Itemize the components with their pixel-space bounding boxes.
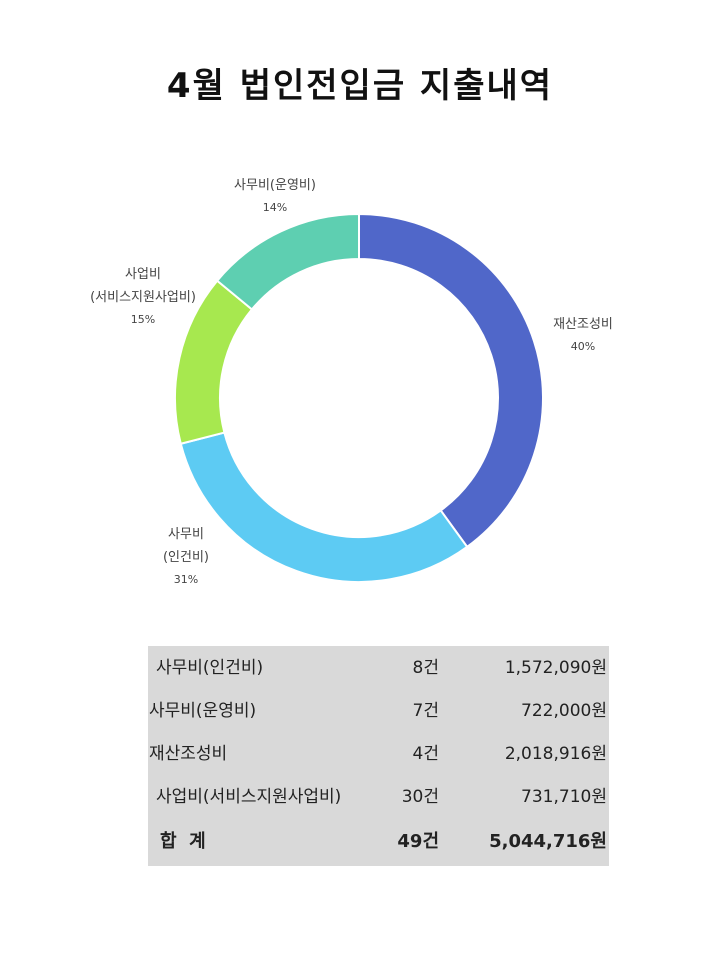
table-row: 사무비(운영비) 7건 722,000원 [148, 693, 609, 729]
row-name: 사무비(운영비) [149, 701, 257, 721]
donut-slice [174, 279, 254, 445]
page-title: 4월 법인전입금 지출내역 [166, 66, 554, 106]
donut-slice [179, 431, 469, 583]
slice-label: 사업비 [125, 267, 161, 282]
total-amount: 5,044,716원 [489, 831, 607, 852]
row-amount: 722,000원 [521, 701, 607, 721]
donut-slice [358, 212, 544, 549]
row-name: 사무비(인건비) [156, 658, 264, 678]
total-count: 49건 [397, 831, 439, 852]
table-total-row: 합 계 49건 5,044,716원 [148, 824, 609, 860]
slice-label: (인건비) [163, 550, 209, 565]
row-amount: 2,018,916원 [504, 744, 607, 764]
row-count: 7건 [412, 701, 439, 721]
slice-label: 사무비(운영비) [234, 178, 316, 193]
slice-label: 사무비 [168, 527, 204, 542]
row-name: 사업비(서비스지원사업비) [156, 787, 342, 807]
row-count: 4건 [412, 744, 439, 764]
donut-chart: 재산조성비 40% 사무비 (인건비) 31% 사업비 (서비스지원사업비) 15% 사무비(운… [90, 178, 613, 586]
table-row: 사업비(서비스지원사업비) 30건 731,710원 [148, 779, 609, 815]
slice-percent-label: 15% [131, 313, 155, 326]
total-label: 합 계 [160, 831, 206, 852]
row-amount: 731,710원 [521, 787, 607, 807]
row-name: 재산조성비 [149, 744, 228, 764]
slice-percent-label: 31% [174, 573, 198, 586]
slice-label: (서비스지원사업비) [90, 290, 196, 305]
donut-slice [215, 212, 360, 311]
row-amount: 1,572,090원 [504, 658, 607, 678]
slice-percent-label: 40% [571, 340, 595, 353]
row-count: 30건 [401, 787, 439, 807]
slice-percent-label: 14% [263, 201, 287, 214]
table-row: 사무비(인건비) 8건 1,572,090원 [148, 650, 609, 686]
slice-label: 재산조성비 [553, 317, 613, 332]
expense-table: 사무비(인건비) 8건 1,572,090원 사무비(운영비) 7건 722,0… [148, 646, 609, 866]
table-row: 재산조성비 4건 2,018,916원 [148, 736, 609, 772]
row-count: 8건 [412, 658, 439, 678]
